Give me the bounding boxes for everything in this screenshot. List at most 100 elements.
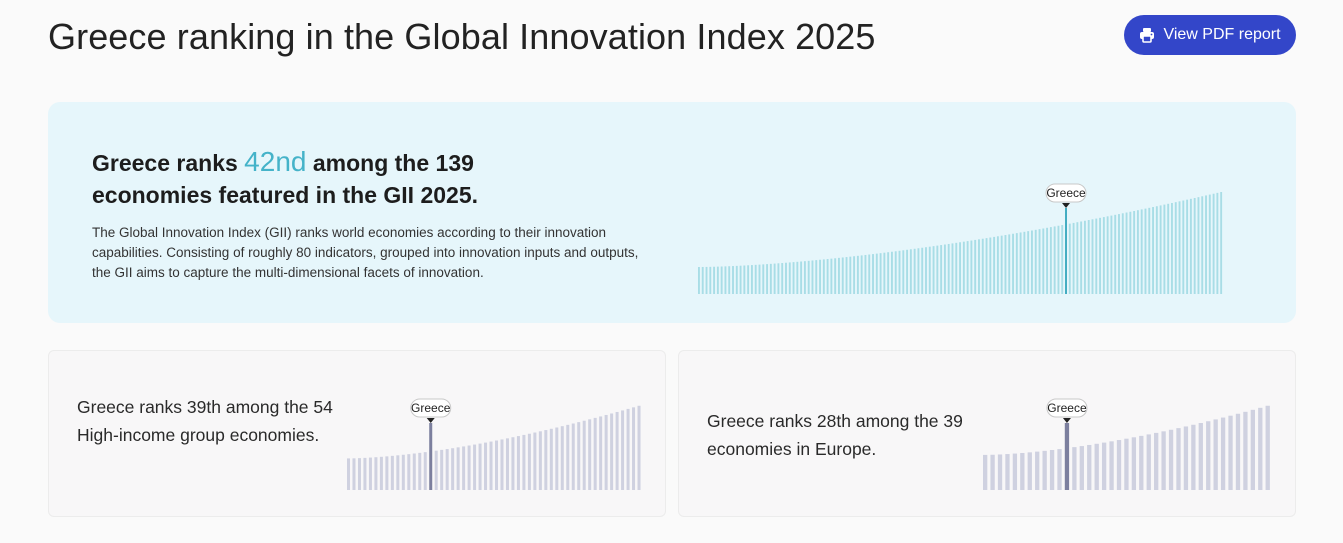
economy-bar xyxy=(1087,444,1092,490)
economy-bar xyxy=(1258,407,1263,490)
economy-bar xyxy=(845,257,848,294)
economy-bar xyxy=(739,265,742,294)
economy-bar xyxy=(1228,415,1233,490)
economy-bar xyxy=(773,263,776,294)
economy-bar xyxy=(363,457,367,490)
income-group-ranking-chart: Greece xyxy=(347,398,641,490)
economy-bar xyxy=(352,458,356,490)
economy-bar xyxy=(1118,214,1120,294)
economy-bar xyxy=(489,441,493,490)
economy-bar xyxy=(1076,222,1079,294)
economy-bar xyxy=(593,417,597,490)
economy-bar xyxy=(374,457,378,490)
economy-bar xyxy=(1146,434,1151,490)
economy-bar xyxy=(1186,199,1189,294)
greece-bar xyxy=(1064,423,1070,490)
economy-bar xyxy=(1087,220,1090,294)
economy-bar xyxy=(940,245,943,294)
economy-bar xyxy=(1220,417,1226,490)
economy-bar xyxy=(533,432,537,490)
greece-label-pill xyxy=(410,398,452,418)
economy-bar xyxy=(555,427,559,490)
greece-label: Greece xyxy=(411,401,451,415)
economy-bar xyxy=(599,416,603,490)
economy-bar xyxy=(769,263,772,294)
economy-bar xyxy=(385,456,389,490)
economy-bar xyxy=(1027,452,1032,490)
economy-bar xyxy=(720,266,723,294)
economy-bar xyxy=(1201,196,1204,294)
economy-bar xyxy=(1152,207,1154,294)
economy-bar xyxy=(868,254,871,294)
economy-bar xyxy=(1012,233,1014,294)
economy-bar xyxy=(1072,447,1077,490)
economy-bar xyxy=(1206,421,1211,490)
economy-bar xyxy=(709,266,712,294)
greece-marker xyxy=(1062,203,1071,208)
economy-bar xyxy=(913,248,916,294)
economy-bar xyxy=(1193,197,1196,294)
economy-bar xyxy=(1068,223,1071,294)
economy-bar xyxy=(807,260,810,294)
economy-bar xyxy=(819,259,821,294)
economy-bar xyxy=(412,453,416,490)
economy-bar xyxy=(947,243,950,294)
region-ranking-chart: Greece xyxy=(983,398,1270,490)
economy-bar xyxy=(758,264,761,294)
economy-bar xyxy=(1155,206,1158,294)
economy-bar xyxy=(803,261,806,294)
economy-bar xyxy=(1208,194,1211,294)
economy-bar xyxy=(379,456,383,490)
economy-bar xyxy=(724,266,727,294)
economy-bar xyxy=(1139,435,1144,490)
economy-bar xyxy=(467,445,471,490)
income-rank-value: 39th xyxy=(186,397,221,417)
economy-bar xyxy=(860,255,863,294)
economy-bar xyxy=(495,440,499,490)
economy-bar xyxy=(610,413,614,490)
economy-bar xyxy=(705,266,708,294)
economy-bar xyxy=(879,253,882,294)
economy-bar xyxy=(728,266,731,294)
economy-bar xyxy=(1049,227,1052,294)
economy-bar xyxy=(841,257,844,294)
economy-bar xyxy=(1133,210,1136,294)
economy-bar xyxy=(423,452,427,490)
economy-bar xyxy=(1095,218,1098,294)
economy-bar xyxy=(917,248,920,294)
economy-bar xyxy=(621,410,625,490)
region-rank-value: 28th xyxy=(816,411,851,431)
economy-bar xyxy=(1046,227,1049,294)
economy-bar xyxy=(1101,442,1107,490)
economy-bar xyxy=(875,253,878,294)
greece-marker xyxy=(1062,418,1071,423)
economy-bar xyxy=(785,262,787,294)
economy-bar xyxy=(1023,231,1026,294)
economy-bar xyxy=(864,254,867,294)
greece-bar xyxy=(429,423,433,490)
economy-bar xyxy=(1109,441,1114,490)
economy-bar xyxy=(1049,450,1055,490)
economy-bar xyxy=(1057,449,1062,490)
greece-label-pill xyxy=(1045,183,1087,203)
economy-bar xyxy=(566,424,570,490)
economy-bar xyxy=(1121,213,1124,294)
economy-bar xyxy=(1168,429,1174,490)
economy-bar xyxy=(1000,235,1003,294)
view-pdf-report-label: View PDF report xyxy=(1163,26,1281,43)
economy-bar xyxy=(1110,215,1113,294)
economy-bar xyxy=(1124,438,1129,490)
economy-bar xyxy=(1004,235,1007,294)
economy-bar xyxy=(1205,195,1207,294)
economy-bar xyxy=(1019,232,1022,294)
economy-bar xyxy=(970,240,973,294)
economy-bar xyxy=(1079,446,1084,490)
view-pdf-report-button[interactable]: View PDF report xyxy=(1124,15,1296,55)
region-text-prefix: Greece ranks xyxy=(707,411,817,431)
economy-bar xyxy=(522,434,526,490)
economy-bar xyxy=(735,265,738,294)
economy-bar xyxy=(713,266,716,294)
economy-bar xyxy=(800,261,803,294)
economy-bar xyxy=(1174,202,1177,294)
economy-bar xyxy=(478,443,482,490)
